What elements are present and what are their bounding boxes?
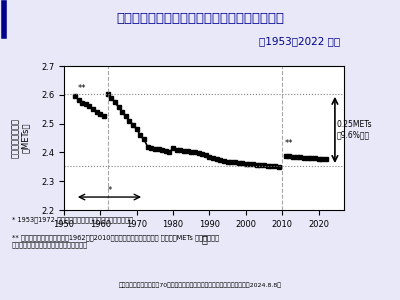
Y-axis label: 平均身体活動強度
（METs）: 平均身体活動強度 （METs）	[11, 118, 30, 158]
Text: * 1953〜1972 年の値には、沖縄県分は含まれていない。: * 1953〜1972 年の値には、沖縄県分は含まれていない。	[12, 216, 133, 223]
Text: *: *	[107, 186, 112, 195]
Text: 日本における全職業の平均身体活動強度の推移: 日本における全職業の平均身体活動強度の推移	[116, 12, 284, 25]
Text: （1953〜2022 年）: （1953〜2022 年）	[260, 36, 340, 46]
Text: **: **	[78, 84, 86, 93]
Text: **: **	[285, 139, 294, 148]
Text: （引用：「日本における70年間の職業上の身体活動強度の変遷」東京大学　2024.8.8）: （引用：「日本における70年間の職業上の身体活動強度の変遷」東京大学 2024.…	[118, 282, 282, 288]
Text: 0.25METs
＝9.6%減少: 0.25METs ＝9.6%減少	[337, 120, 372, 140]
X-axis label: 年: 年	[201, 234, 207, 244]
Text: ** 計算に用いた労働力調査が1962年と2010年に一部改訂されたことで 平均職業METs の値が変動し
たため、グラフを分断して表示している。: ** 計算に用いた労働力調査が1962年と2010年に一部改訂されたことで 平均…	[12, 234, 219, 248]
